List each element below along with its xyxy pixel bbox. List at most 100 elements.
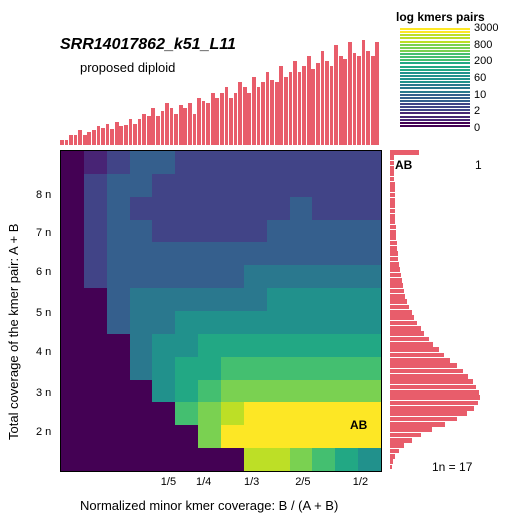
heatmap-cell	[267, 220, 290, 243]
hist-bar	[147, 116, 151, 145]
hist-bar	[390, 283, 403, 288]
hist-bar	[390, 459, 393, 464]
heatmap-cell	[84, 425, 107, 448]
hist-bar	[390, 353, 444, 358]
heatmap-cell	[358, 311, 381, 334]
hist-bar	[202, 101, 206, 145]
heatmap-cell	[267, 357, 290, 380]
heatmap-cell	[290, 402, 313, 425]
legend-line	[400, 122, 470, 124]
heatmap-cell	[130, 288, 153, 311]
heatmap-cell	[61, 265, 84, 288]
heatmap-cell	[198, 197, 221, 220]
x-axis-label: Normalized minor kmer coverage: B / (A +…	[80, 498, 338, 513]
hist-bar	[298, 72, 302, 146]
hist-bar	[156, 116, 160, 145]
hist-bar	[279, 66, 283, 145]
heatmap-cell	[290, 242, 313, 265]
hist-bar	[390, 401, 478, 406]
heatmap-cell	[152, 425, 175, 448]
heatmap-cell	[84, 380, 107, 403]
heatmap-cell	[244, 174, 267, 197]
legend-line	[400, 28, 470, 30]
hist-bar	[390, 433, 421, 438]
legend-line	[400, 44, 470, 46]
hist-bar	[390, 294, 405, 299]
hist-bar	[311, 69, 315, 145]
x-tick: 1/5	[161, 476, 176, 488]
heatmap-cell	[312, 220, 335, 243]
hist-bar	[390, 225, 396, 230]
legend-tick: 0	[474, 122, 480, 134]
hist-bar	[69, 135, 73, 146]
heatmap-cell	[312, 265, 335, 288]
hist-bar	[390, 465, 392, 470]
heatmap-cell	[244, 220, 267, 243]
heatmap-cell	[61, 334, 84, 357]
hist-bar	[390, 411, 467, 416]
hist-bar	[390, 198, 395, 203]
hist-bar	[390, 438, 412, 443]
legend-line	[400, 97, 470, 99]
heatmap-cell	[107, 220, 130, 243]
hist-bar	[390, 342, 433, 347]
heatmap-cell	[152, 220, 175, 243]
y-tick: 4 n	[36, 346, 51, 358]
hist-bar	[390, 177, 394, 182]
hist-bar	[390, 305, 409, 310]
heatmap-cell	[130, 357, 153, 380]
hist-bar	[390, 150, 419, 155]
heatmap-cell	[335, 265, 358, 288]
heatmap-cell	[152, 242, 175, 265]
heatmap-cell	[84, 197, 107, 220]
legend-line	[400, 53, 470, 55]
legend-line	[400, 112, 470, 114]
hist-bar	[375, 42, 379, 145]
hist-bar	[97, 126, 101, 145]
hist-bar	[348, 42, 352, 145]
x-tick: 1/4	[196, 476, 211, 488]
heatmap-cell	[175, 265, 198, 288]
heatmap-cell	[130, 380, 153, 403]
hist-bar	[106, 124, 110, 145]
hist-bar	[124, 125, 128, 145]
heatmap-cell	[107, 380, 130, 403]
heatmap-cell	[312, 334, 335, 357]
heatmap-cell	[130, 402, 153, 425]
hist-bar	[390, 262, 399, 267]
hist-bar	[390, 443, 404, 448]
legend-line	[400, 125, 470, 127]
legend-line	[400, 41, 470, 43]
hist-bar	[225, 87, 229, 145]
heatmap-cell	[335, 151, 358, 174]
hist-bar	[234, 93, 238, 146]
heatmap-cell	[61, 357, 84, 380]
heatmap-cell	[107, 402, 130, 425]
legend-tick: 200	[474, 55, 492, 67]
hist-bar	[170, 108, 174, 145]
heatmap-cell	[312, 448, 335, 471]
hist-bar	[334, 45, 338, 145]
heatmap-cell	[335, 334, 358, 357]
hist-bar	[243, 87, 247, 145]
heatmap-cell	[198, 334, 221, 357]
heatmap-cell	[198, 311, 221, 334]
hist-bar	[390, 406, 474, 411]
hist-bar	[390, 246, 397, 251]
hist-bar	[343, 59, 347, 145]
hist-bar	[101, 128, 105, 145]
heatmap-cell	[312, 425, 335, 448]
heatmap-cell	[290, 265, 313, 288]
hist-bar	[390, 358, 450, 363]
legend-line	[400, 47, 470, 49]
hist-bar	[325, 61, 329, 145]
heatmap-cell	[267, 311, 290, 334]
heatmap-cell	[175, 334, 198, 357]
heatmap-cell	[244, 357, 267, 380]
heatmap-cell	[61, 380, 84, 403]
top-histogram	[60, 40, 380, 145]
heatmap-cell	[358, 197, 381, 220]
heatmap-cell	[267, 174, 290, 197]
heatmap-cell	[221, 402, 244, 425]
heatmap-cell	[198, 174, 221, 197]
